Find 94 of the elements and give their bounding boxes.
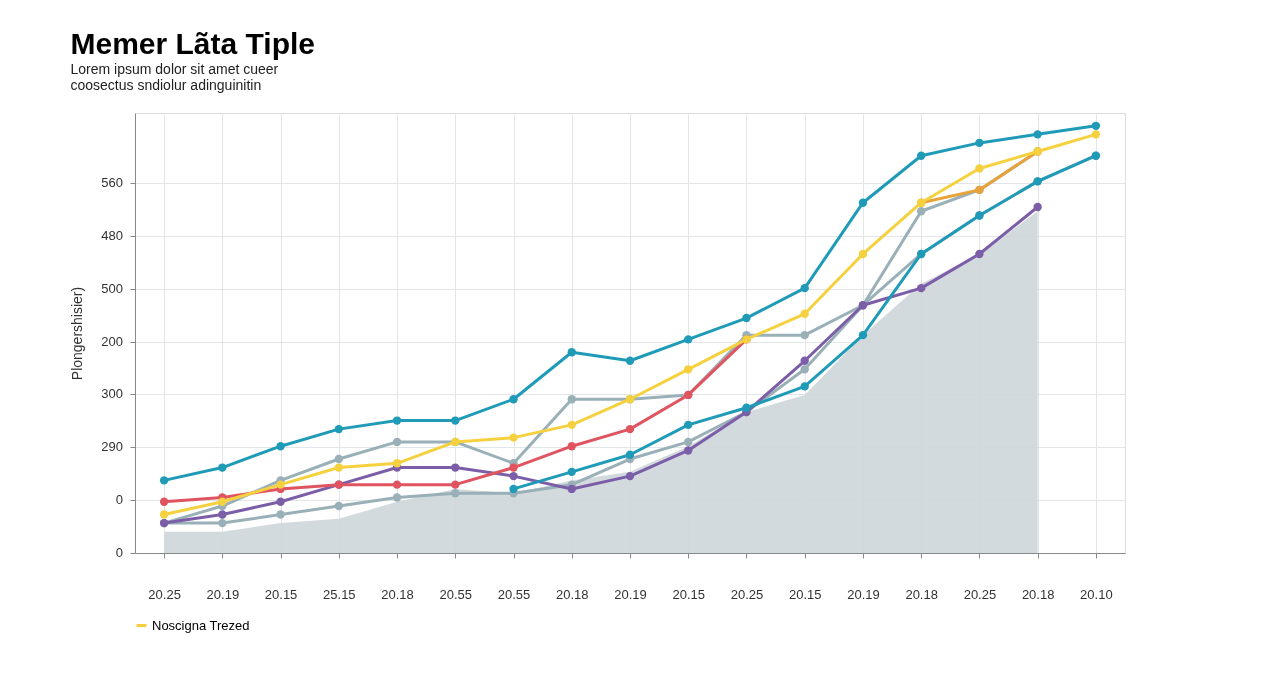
x-tick-label: 20.19: [847, 586, 880, 602]
point: [218, 510, 227, 519]
y-axis-title: Plongershisier): [69, 286, 85, 381]
point: [1091, 121, 1101, 130]
point: [159, 510, 169, 519]
x-tick-label: 20.55: [497, 586, 531, 602]
text: 290: [101, 439, 123, 455]
point: [218, 497, 227, 506]
x-tick-label: 20.55: [439, 586, 473, 602]
text: 0: [115, 545, 123, 560]
point: [567, 420, 576, 430]
text: 480: [101, 227, 123, 243]
point: [684, 437, 693, 447]
text: 0: [115, 492, 123, 508]
point: [684, 365, 693, 374]
point: [392, 437, 402, 447]
point: [975, 164, 984, 173]
point: [975, 138, 984, 148]
x-tick-label: 20.15: [672, 586, 706, 602]
point: [858, 249, 868, 259]
point: [1091, 130, 1101, 139]
x-tick-label: 20.15: [788, 586, 822, 602]
point: [742, 403, 751, 412]
chart-subtitle: Lorem ipsum dolor sit amet cueer coosectus sndiolur adinguinitin: [70, 61, 279, 93]
point: [276, 480, 285, 489]
point: [392, 459, 402, 468]
point: [916, 151, 926, 160]
legend-label: Noscigna Trezed: [152, 617, 250, 633]
x-tick-label: 20.10: [1080, 586, 1113, 602]
point: [800, 365, 809, 374]
x-tick-label: 20.25: [963, 586, 997, 602]
point: [567, 484, 576, 494]
point: [916, 283, 926, 293]
point: [625, 424, 635, 434]
text: 560: [101, 175, 123, 191]
point: [684, 420, 693, 430]
point: [567, 348, 576, 357]
point: [625, 356, 635, 365]
x-tick-label: 20.18: [381, 586, 414, 602]
point: [567, 442, 576, 451]
point: [218, 463, 227, 472]
x-tick-label: 20.18: [905, 586, 938, 602]
point: [451, 489, 460, 498]
point: [276, 442, 285, 451]
point: [276, 510, 285, 519]
point: [451, 416, 460, 425]
point: [684, 446, 693, 455]
point: [858, 198, 868, 207]
point: [684, 335, 693, 344]
point: [800, 382, 809, 391]
point: [334, 463, 344, 472]
point: [509, 484, 518, 494]
point: [509, 463, 518, 472]
point: [334, 501, 344, 511]
x-tick-label: 25.15: [323, 586, 356, 602]
x-tick-label: 20.15: [264, 586, 298, 602]
point: [392, 493, 402, 502]
point: [451, 463, 460, 472]
point: [509, 395, 518, 404]
point: [218, 518, 227, 528]
x-tick-label: 20.19: [614, 586, 647, 602]
point: [858, 330, 868, 340]
point: [159, 497, 169, 506]
point: [800, 330, 809, 340]
text: 300: [101, 386, 123, 402]
point: [509, 471, 518, 481]
point: [567, 395, 576, 404]
x-tick-label: 20.25: [730, 586, 764, 602]
point: [567, 467, 576, 477]
point: [334, 454, 344, 464]
x-tick-label: 20.25: [148, 586, 181, 602]
point: [392, 480, 402, 489]
point: [159, 476, 169, 485]
point: [334, 424, 344, 434]
point: [625, 471, 635, 481]
x-tick-label: 20.18: [555, 586, 589, 602]
point: [509, 433, 518, 442]
point: [392, 416, 402, 425]
x-tick-label: 20.19: [206, 586, 240, 602]
text: 200: [101, 333, 123, 349]
point: [451, 480, 460, 489]
point: [1033, 202, 1042, 212]
point: [742, 313, 751, 323]
chart-title: Memer Lãta Tiple: [70, 27, 316, 60]
point: [975, 249, 984, 259]
point: [276, 497, 285, 506]
point: [625, 450, 635, 459]
point: [916, 207, 926, 216]
point: [800, 356, 809, 365]
point: [1033, 130, 1042, 139]
point: [800, 309, 809, 318]
text: 500: [101, 280, 123, 296]
point: [800, 283, 809, 293]
x-tick-label: 20.18: [1021, 586, 1055, 602]
